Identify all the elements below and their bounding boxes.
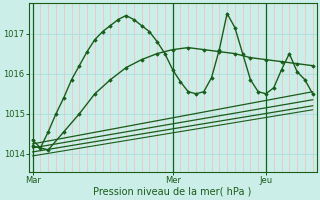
X-axis label: Pression niveau de la mer( hPa ): Pression niveau de la mer( hPa ) (93, 187, 252, 197)
